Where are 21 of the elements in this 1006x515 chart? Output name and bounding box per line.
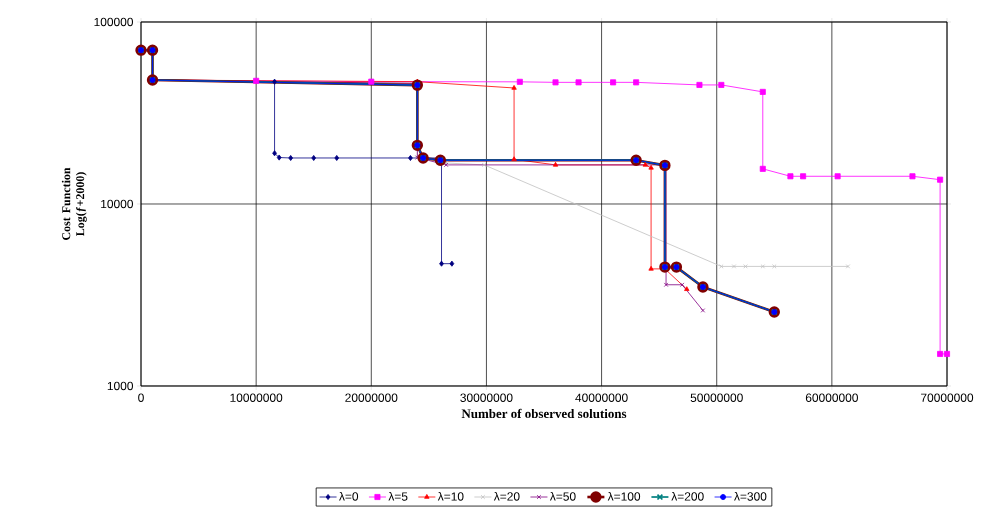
y-axis-title: Cost Function Log(ƒ+2000) — [61, 167, 87, 240]
x-tick-label: 50000000 — [690, 393, 743, 402]
legend-label: λ=300 — [734, 491, 767, 501]
legend-label: λ=50 — [549, 491, 576, 501]
legend-label: λ=100 — [607, 491, 641, 501]
x-tick-label: 10000000 — [230, 393, 283, 402]
legend-label: λ=200 — [671, 491, 704, 501]
legend-label: λ=20 — [493, 491, 520, 501]
y-tick-label: 100000 — [94, 17, 134, 27]
y-tick-label: 1000 — [107, 381, 134, 391]
x-tick-label: 20000000 — [345, 393, 398, 402]
y-tick-label: 10000 — [101, 199, 134, 209]
x-tick-label: 60000000 — [805, 393, 858, 402]
x-tick-label: 40000000 — [575, 393, 628, 402]
legend-label: λ=10 — [437, 491, 464, 501]
x-axis-title: Number of observed solutions — [461, 408, 627, 419]
x-tick-label: 70000000 — [921, 393, 974, 402]
legend-label: λ=5 — [388, 491, 408, 501]
x-tick-label: 30000000 — [460, 393, 513, 402]
legend-label: λ=0 — [339, 491, 359, 501]
x-tick-label: 0 — [138, 393, 144, 402]
